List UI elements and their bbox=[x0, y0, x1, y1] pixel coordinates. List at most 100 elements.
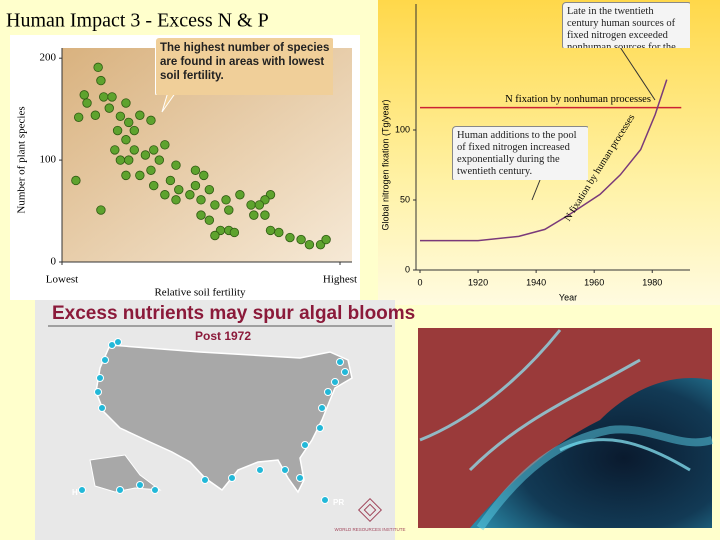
data-point bbox=[174, 184, 184, 195]
annotation: The highest number of species are found … bbox=[155, 37, 333, 95]
data-point bbox=[196, 210, 206, 220]
data-point bbox=[190, 165, 201, 175]
data-point bbox=[196, 195, 206, 205]
x-tick-label: Highest bbox=[323, 274, 357, 286]
data-point bbox=[73, 112, 84, 122]
data-point bbox=[107, 92, 117, 102]
data-point bbox=[171, 195, 181, 205]
data-point bbox=[90, 110, 101, 120]
data-point bbox=[160, 140, 170, 150]
data-point bbox=[93, 62, 103, 73]
annotation-box: Late in the twentieth century human sour… bbox=[562, 2, 690, 48]
callout-pointer bbox=[531, 179, 541, 201]
y-axis-label: Global nitrogen fixation (Tg/year) bbox=[380, 99, 390, 230]
y-tick-label: 100 bbox=[40, 154, 57, 166]
data-point bbox=[321, 234, 331, 245]
annotation: Human additions to the pool of fixed nit… bbox=[452, 126, 588, 180]
data-point bbox=[304, 239, 315, 250]
data-point bbox=[96, 75, 106, 86]
map-label: PR bbox=[333, 498, 344, 507]
x-tick-label: 1940 bbox=[526, 277, 546, 287]
data-point bbox=[121, 170, 131, 181]
y-tick-label: 0 bbox=[51, 256, 57, 268]
data-point bbox=[79, 90, 89, 100]
slide-title: Human Impact 3 - Excess N & P bbox=[6, 10, 269, 32]
annotation-box: Human additions to the pool of fixed nit… bbox=[452, 126, 588, 180]
data-point bbox=[104, 103, 114, 113]
data-point bbox=[260, 210, 270, 220]
data-point bbox=[129, 125, 139, 136]
callout-pointer bbox=[619, 46, 656, 101]
data-point bbox=[265, 225, 276, 236]
data-point bbox=[71, 175, 81, 186]
x-axis-label: Relative soil fertility bbox=[154, 287, 246, 299]
data-point bbox=[112, 125, 123, 136]
institute-logo bbox=[357, 497, 383, 523]
data-point bbox=[171, 160, 181, 170]
data-point bbox=[190, 180, 201, 191]
data-point bbox=[210, 200, 220, 210]
data-point bbox=[110, 145, 120, 155]
data-point bbox=[229, 227, 240, 238]
data-point bbox=[154, 155, 165, 165]
y-tick-label: 200 bbox=[40, 52, 57, 64]
us-map bbox=[95, 344, 353, 494]
data-point bbox=[140, 150, 151, 160]
y-tick-label: 50 bbox=[400, 194, 410, 204]
annotation: Late in the twentieth century human sour… bbox=[562, 2, 690, 48]
y-tick-label: 0 bbox=[405, 264, 410, 274]
data-point bbox=[204, 184, 215, 195]
x-tick-label: Lowest bbox=[46, 274, 78, 286]
data-point bbox=[285, 232, 295, 243]
data-point bbox=[210, 230, 220, 241]
data-point bbox=[96, 205, 106, 215]
data-point bbox=[165, 175, 176, 186]
map-label: H bbox=[72, 488, 78, 497]
data-point bbox=[135, 110, 145, 120]
series-line bbox=[420, 79, 668, 242]
data-point bbox=[235, 190, 245, 200]
map-subtitle: Post 1972 bbox=[195, 329, 251, 343]
data-point bbox=[185, 190, 195, 200]
data-point bbox=[146, 115, 156, 126]
data-point bbox=[296, 234, 306, 245]
data-point bbox=[254, 200, 265, 210]
data-point bbox=[149, 180, 159, 191]
map-credit: WORLD RESOURCES INSTITUTE bbox=[334, 527, 405, 532]
x-tick-label: 0 bbox=[417, 277, 422, 287]
data-point bbox=[149, 145, 159, 155]
data-point bbox=[135, 170, 145, 181]
data-point bbox=[199, 170, 209, 181]
data-point bbox=[129, 145, 139, 155]
data-point bbox=[221, 195, 231, 205]
data-point bbox=[115, 155, 126, 165]
data-point bbox=[160, 190, 170, 200]
x-tick-label: 1980 bbox=[642, 277, 662, 287]
y-tick-label: 100 bbox=[395, 124, 410, 134]
data-point bbox=[124, 155, 134, 165]
data-point bbox=[224, 205, 234, 215]
series-label: N fixation by nonhuman processes bbox=[505, 94, 651, 105]
x-axis-label: Year bbox=[559, 292, 577, 302]
data-point bbox=[204, 215, 215, 225]
bloom-sites bbox=[78, 338, 349, 504]
x-tick-label: 1960 bbox=[584, 277, 604, 287]
land-area bbox=[418, 328, 712, 528]
data-point bbox=[121, 98, 131, 108]
data-point bbox=[98, 92, 109, 102]
annotation-box: The highest number of species are found … bbox=[155, 37, 333, 95]
data-point bbox=[115, 111, 126, 121]
data-point bbox=[146, 165, 156, 175]
data-point bbox=[121, 135, 131, 145]
data-point bbox=[249, 210, 259, 220]
data-point bbox=[124, 117, 134, 128]
x-tick-label: 1920 bbox=[468, 277, 488, 287]
y-axis-label: Number of plant species bbox=[16, 106, 28, 213]
data-point bbox=[82, 98, 92, 108]
sediment-plume bbox=[476, 425, 714, 531]
data-point bbox=[274, 227, 284, 238]
data-point bbox=[246, 200, 256, 210]
map-title: Excess nutrients may spur algal blooms bbox=[52, 303, 415, 324]
